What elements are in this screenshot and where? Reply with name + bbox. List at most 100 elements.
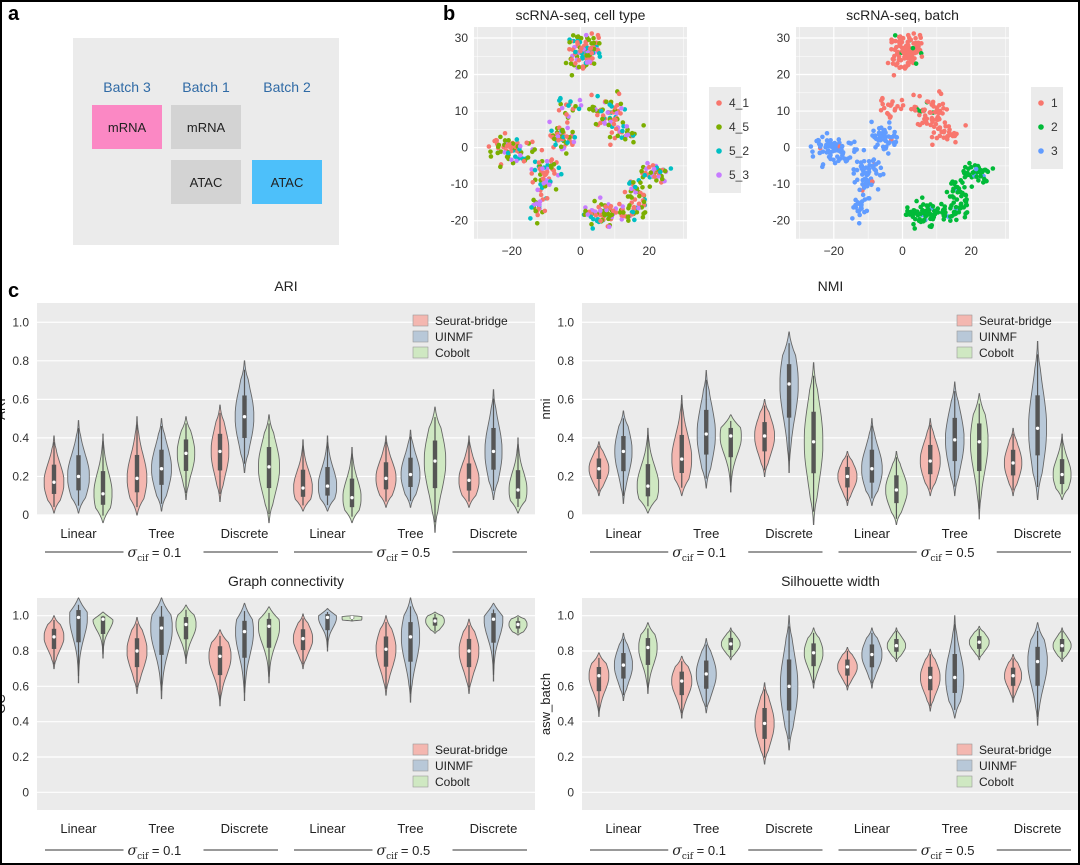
data-point	[860, 192, 866, 198]
data-point	[530, 139, 535, 145]
x-tick-label: Tree	[942, 821, 968, 836]
data-point	[590, 226, 596, 231]
data-point	[905, 208, 910, 214]
data-point	[944, 189, 950, 195]
data-point	[604, 99, 609, 105]
violin-graph-connectivity: 0 0.2 0.4 0.6 0.8 1.0 Graph connectivity GC Line…	[0, 573, 535, 862]
data-point	[916, 218, 922, 224]
sigma-label: σcif = 0.1	[672, 843, 726, 862]
data-point	[885, 60, 891, 66]
data-point	[608, 203, 614, 209]
legend-swatch	[956, 346, 973, 359]
data-point	[948, 214, 953, 219]
data-point	[919, 54, 925, 59]
data-point	[911, 92, 916, 98]
data-point	[963, 199, 969, 205]
data-point	[808, 144, 814, 149]
plot-background	[582, 598, 1079, 810]
data-point	[858, 160, 864, 165]
data-point	[817, 144, 823, 150]
data-point	[915, 212, 921, 218]
violin-median	[811, 651, 816, 655]
legend-label: UINMF	[435, 759, 473, 773]
data-point	[946, 124, 952, 129]
data-point	[609, 212, 615, 218]
data-point	[510, 141, 516, 146]
y-tick-label: 0	[567, 785, 574, 799]
data-point	[621, 124, 626, 129]
data-point	[531, 197, 536, 203]
data-point	[556, 137, 561, 143]
data-point	[536, 160, 542, 165]
data-point	[928, 216, 933, 222]
data-point	[591, 35, 596, 41]
violin-median	[762, 434, 767, 438]
data-point	[647, 184, 653, 189]
data-point	[978, 174, 983, 179]
data-point	[926, 99, 931, 105]
data-point	[575, 39, 580, 45]
sigma-label: σcif = 0.5	[921, 843, 975, 862]
data-point	[942, 204, 948, 209]
data-point	[583, 205, 588, 210]
y-tick-label: 0.4	[12, 715, 29, 729]
data-point	[641, 192, 646, 198]
data-point	[981, 176, 987, 182]
data-point	[866, 196, 872, 201]
data-point	[902, 54, 907, 60]
y-tick-label: 0	[22, 508, 29, 522]
violin-box	[51, 464, 57, 494]
violin-median	[384, 647, 388, 651]
panel-label-a: a	[8, 3, 20, 25]
data-point	[577, 97, 583, 103]
data-point	[598, 218, 603, 224]
data-point	[855, 208, 861, 214]
data-point	[542, 208, 548, 214]
violin-median	[384, 476, 388, 481]
data-point	[631, 180, 636, 185]
data-point	[827, 150, 833, 156]
y-tick-label: 0.8	[557, 644, 574, 658]
data-point	[824, 138, 830, 143]
x-tick-label: Linear	[854, 821, 891, 836]
data-point	[568, 99, 573, 104]
data-point	[854, 167, 860, 173]
data-point	[953, 180, 958, 185]
violin-box	[1035, 395, 1040, 456]
data-point	[820, 164, 825, 170]
data-point	[816, 138, 822, 143]
y-tick-label: 0.2	[557, 469, 574, 483]
data-point	[873, 162, 879, 167]
legend-label: 3	[1051, 144, 1058, 158]
data-point	[922, 116, 927, 122]
data-point	[498, 134, 503, 140]
violin-box	[383, 636, 389, 667]
violin-box	[325, 614, 330, 631]
violin-median	[953, 438, 957, 442]
data-point	[629, 195, 634, 200]
violin-median	[159, 467, 164, 471]
data-point	[594, 218, 600, 224]
data-point	[889, 46, 894, 52]
panel-label-c: c	[8, 280, 19, 302]
data-point	[962, 184, 967, 190]
data-point	[611, 121, 617, 127]
violin-median	[928, 459, 932, 463]
data-point	[530, 179, 536, 185]
data-point	[955, 189, 960, 195]
data-point	[943, 210, 948, 215]
data-point	[942, 120, 948, 125]
x-tick-label: 0	[577, 244, 584, 258]
violin-median	[1060, 472, 1064, 477]
data-point	[875, 187, 881, 192]
violin-median	[516, 488, 520, 492]
data-point	[889, 39, 894, 45]
data-point	[940, 111, 945, 116]
violin-median	[1035, 426, 1040, 430]
data-point	[935, 117, 940, 123]
data-point	[964, 210, 970, 215]
x-tick-label: Tree	[942, 526, 968, 541]
data-point	[648, 170, 654, 175]
data-point	[535, 187, 540, 193]
x-tick-label: Linear	[605, 526, 642, 541]
